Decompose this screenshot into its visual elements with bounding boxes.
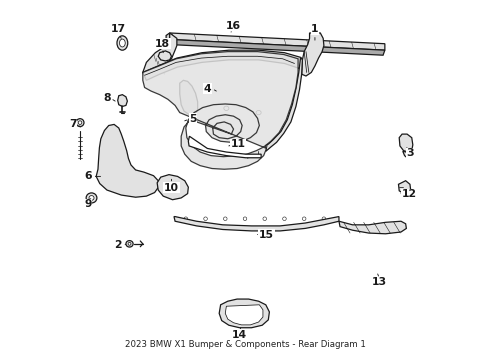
- Ellipse shape: [134, 186, 141, 192]
- Polygon shape: [143, 51, 298, 169]
- Text: 5: 5: [189, 114, 197, 124]
- Polygon shape: [174, 217, 339, 231]
- Text: 7: 7: [69, 120, 76, 129]
- Ellipse shape: [204, 217, 207, 221]
- Polygon shape: [96, 125, 159, 197]
- Ellipse shape: [120, 39, 125, 47]
- Ellipse shape: [163, 54, 168, 58]
- Ellipse shape: [147, 186, 153, 190]
- Polygon shape: [399, 134, 413, 152]
- Polygon shape: [157, 175, 188, 200]
- Ellipse shape: [106, 132, 110, 135]
- Text: 10: 10: [164, 183, 179, 193]
- Ellipse shape: [126, 240, 133, 247]
- Text: 13: 13: [372, 277, 387, 287]
- Text: 9: 9: [84, 199, 92, 210]
- Ellipse shape: [128, 242, 131, 245]
- Ellipse shape: [223, 217, 227, 221]
- Ellipse shape: [126, 177, 131, 181]
- Polygon shape: [300, 33, 324, 76]
- Polygon shape: [168, 40, 385, 55]
- Ellipse shape: [86, 193, 97, 203]
- Ellipse shape: [122, 163, 126, 168]
- Ellipse shape: [243, 217, 247, 221]
- Polygon shape: [266, 57, 302, 151]
- Text: 2: 2: [114, 239, 122, 249]
- Ellipse shape: [117, 36, 128, 50]
- Polygon shape: [219, 299, 270, 328]
- Text: 17: 17: [111, 24, 126, 35]
- Ellipse shape: [263, 217, 267, 221]
- Polygon shape: [143, 33, 177, 76]
- Text: 6: 6: [84, 171, 92, 181]
- Ellipse shape: [78, 121, 82, 125]
- Polygon shape: [225, 305, 263, 325]
- Polygon shape: [158, 51, 172, 61]
- Ellipse shape: [302, 217, 306, 221]
- Text: 14: 14: [232, 330, 247, 340]
- Polygon shape: [339, 221, 406, 234]
- Ellipse shape: [322, 217, 326, 221]
- Ellipse shape: [283, 217, 286, 221]
- Text: 12: 12: [402, 189, 417, 199]
- Ellipse shape: [89, 195, 94, 200]
- Ellipse shape: [186, 87, 191, 93]
- Polygon shape: [398, 181, 411, 194]
- Text: 3: 3: [406, 148, 414, 158]
- Polygon shape: [170, 33, 385, 50]
- Text: 18: 18: [155, 39, 170, 49]
- Ellipse shape: [224, 106, 229, 111]
- Text: 15: 15: [259, 230, 274, 239]
- Ellipse shape: [76, 119, 84, 127]
- Text: 11: 11: [230, 139, 245, 149]
- Text: 2023 BMW X1 Bumper & Components - Rear Diagram 1: 2023 BMW X1 Bumper & Components - Rear D…: [124, 340, 366, 349]
- Ellipse shape: [186, 104, 191, 109]
- Ellipse shape: [118, 152, 122, 156]
- Polygon shape: [188, 136, 261, 158]
- Polygon shape: [166, 33, 170, 42]
- Ellipse shape: [184, 217, 188, 221]
- Polygon shape: [403, 151, 411, 158]
- Ellipse shape: [186, 95, 191, 101]
- Text: 16: 16: [226, 21, 241, 31]
- Ellipse shape: [256, 111, 261, 115]
- Text: 1: 1: [311, 24, 318, 35]
- Text: 4: 4: [203, 84, 211, 94]
- Text: 8: 8: [103, 93, 111, 103]
- Polygon shape: [180, 80, 197, 115]
- Ellipse shape: [114, 139, 119, 143]
- Polygon shape: [118, 95, 127, 107]
- Polygon shape: [143, 50, 302, 80]
